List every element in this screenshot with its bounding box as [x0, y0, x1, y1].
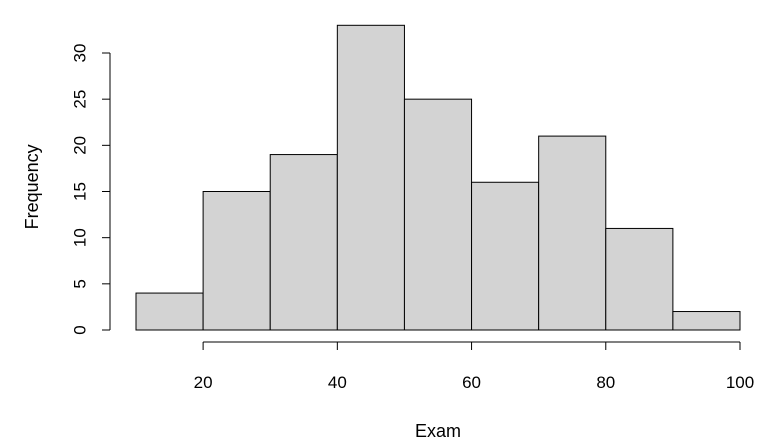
histogram-bar-80-90 [605, 227, 674, 331]
y-axis-label: Frequency [22, 144, 42, 229]
histogram-bar-40-50 [336, 24, 405, 331]
histogram-bars [135, 24, 741, 331]
x-tick-label-80: 80 [596, 373, 615, 392]
histogram-bar-20-30 [202, 191, 271, 331]
x-tick-label-60: 60 [462, 373, 481, 392]
x-tick-label-40: 40 [328, 373, 347, 392]
y-axis: 0 5 10 15 20 25 30 [71, 44, 111, 335]
histogram-bar-10-20 [135, 292, 204, 331]
y-tick-label-20: 20 [71, 136, 90, 155]
x-axis: 20 40 60 80 100 [194, 341, 754, 392]
y-tick-label-30: 30 [71, 44, 90, 63]
y-tick-label-0: 0 [71, 325, 90, 334]
y-tick-label-5: 5 [71, 279, 90, 288]
x-tick-label-20: 20 [194, 373, 213, 392]
y-tick-label-10: 10 [71, 228, 90, 247]
histogram-bar-70-80 [538, 135, 607, 331]
x-axis-label: Exam [415, 421, 461, 441]
histogram-bar-90-100 [672, 311, 741, 331]
histogram-bar-30-40 [269, 154, 338, 331]
x-tick-label-100: 100 [726, 373, 754, 392]
histogram-bar-60-70 [471, 181, 540, 331]
y-tick-label-25: 25 [71, 90, 90, 109]
y-tick-label-15: 15 [71, 182, 90, 201]
histogram-bar-50-60 [403, 98, 473, 331]
